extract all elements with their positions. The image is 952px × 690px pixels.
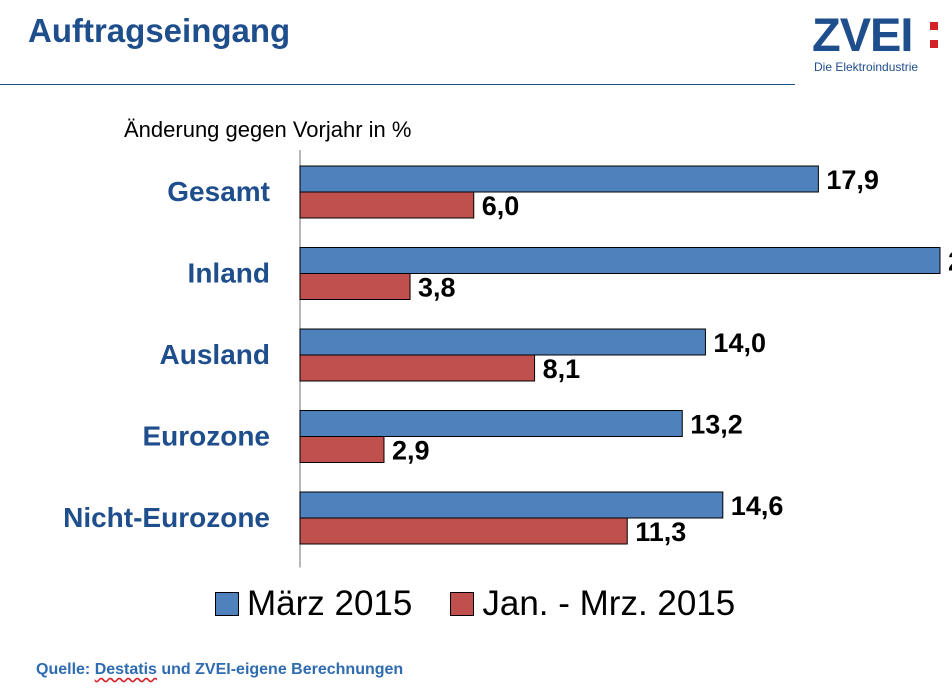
bar-series-1-ausland — [299, 328, 706, 356]
legend-item-series-1: März 2015 — [215, 584, 412, 624]
category-label-eurozone: Eurozone — [142, 421, 270, 452]
logo-colon-icon — [930, 22, 938, 50]
bar-series-2-inland — [299, 273, 411, 300]
logo-subtitle: Die Elektroindustrie — [814, 60, 919, 74]
legend-label-series-1: März 2015 — [247, 584, 413, 623]
bar-series-2-ausland — [299, 354, 536, 382]
bar-series-1-eurozone — [299, 410, 683, 437]
legend-label-series-2: Jan. - Mrz. 2015 — [482, 584, 736, 623]
legend-swatch-series-1 — [215, 592, 239, 616]
logo-wordmark: ZVEI — [812, 8, 913, 61]
bar-series-1-inland — [299, 247, 941, 274]
source-suffix: und ZVEI-eigene Berechnungen — [156, 661, 404, 678]
zvei-logo: ZVEI Die Elektroindustrie — [812, 8, 942, 78]
data-label-series-2-inland: 3,8 — [418, 273, 456, 303]
data-label-series-2-gesamt: 6,0 — [482, 191, 520, 221]
data-label-series-1-gesamt: 17,9 — [826, 165, 879, 195]
data-label-series-2-nicht-eurozone: 11,3 — [635, 517, 686, 547]
category-label-gesamt: Gesamt — [167, 176, 270, 207]
source-prefix: Quelle: — [36, 661, 95, 678]
category-label-ausland: Ausland — [160, 339, 270, 370]
bar-series-2-eurozone — [299, 436, 385, 463]
header-divider — [0, 84, 795, 85]
category-label-inland: Inland — [188, 258, 270, 289]
data-label-series-2-eurozone: 2,9 — [392, 436, 430, 466]
source-link-destatis[interactable]: Destatis — [94, 661, 157, 678]
category-label-nicht-eurozone: Nicht-Eurozone — [63, 502, 270, 533]
data-label-series-1-inland: 22,1 — [948, 247, 952, 277]
page-title: Auftragseingang — [28, 12, 291, 49]
data-label-series-1-nicht-eurozone: 14,6 — [731, 491, 784, 521]
legend-item-series-2: Jan. - Mrz. 2015 — [450, 584, 735, 624]
data-label-series-1-eurozone: 13,2 — [690, 410, 743, 440]
chart-subtitle: Änderung gegen Vorjahr in % — [124, 117, 412, 142]
bar-series-1-nicht-eurozone — [299, 491, 724, 519]
data-label-series-1-ausland: 14,0 — [713, 328, 766, 358]
legend-swatch-series-2 — [450, 592, 475, 616]
bar-series-2-gesamt — [299, 191, 475, 219]
data-label-series-2-ausland: 8,1 — [543, 354, 581, 384]
bar-series-1-gesamt — [299, 165, 819, 193]
chart-legend: März 2015 Jan. - Mrz. 2015 — [215, 584, 773, 624]
source-note: Quelle: Destatis und ZVEI-eigene Berechn… — [36, 661, 403, 679]
bar-series-2-nicht-eurozone — [299, 517, 628, 545]
